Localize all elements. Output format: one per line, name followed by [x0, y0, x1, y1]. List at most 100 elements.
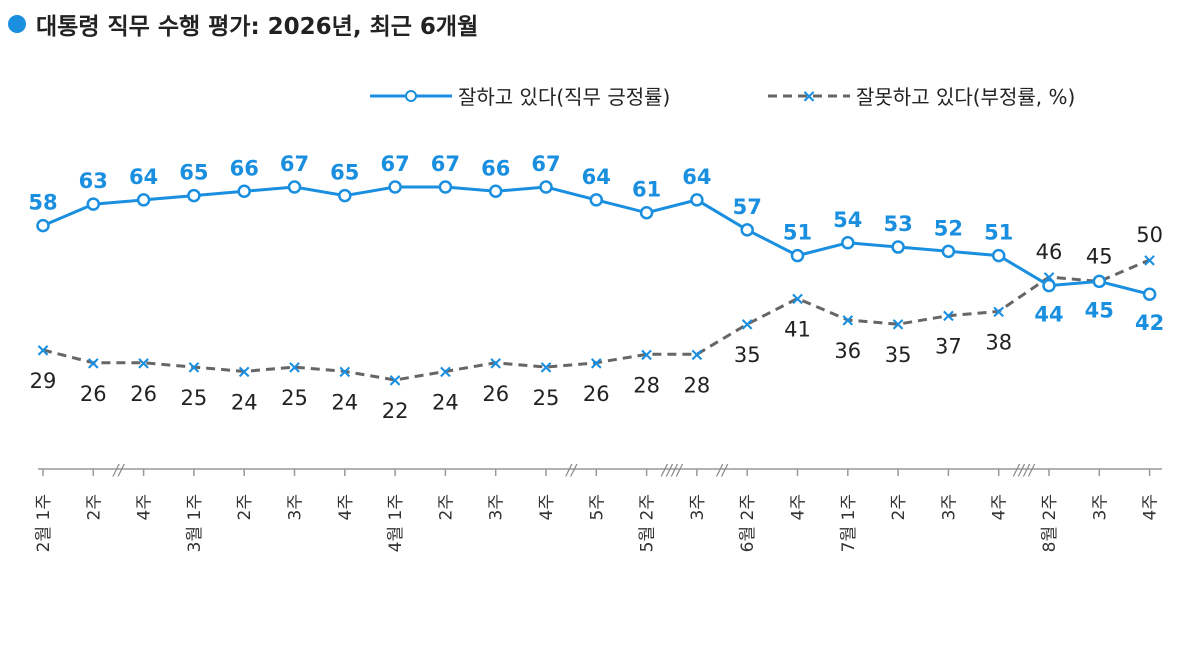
x-tick-label: 5주	[587, 494, 607, 520]
positive-data-label: 64	[129, 165, 158, 189]
x-tick-label: 2주	[235, 494, 255, 520]
positive-data-label: 66	[481, 156, 510, 180]
negative-point: ×	[438, 361, 453, 382]
positive-point	[991, 248, 1006, 263]
negative-point: ×	[388, 370, 403, 391]
negative-point: ×	[136, 353, 151, 374]
title-bullet-icon	[8, 15, 26, 33]
positive-data-label: 63	[79, 169, 108, 193]
negative-data-label: 28	[684, 373, 711, 397]
negative-point: ×	[991, 301, 1006, 322]
negative-data-label: 25	[533, 386, 560, 410]
negative-data-label: 24	[432, 390, 459, 414]
positive-point	[891, 240, 905, 254]
negative-point: ×	[337, 361, 352, 382]
positive-point	[287, 180, 302, 194]
negative-data-label: 24	[231, 390, 258, 414]
axis-break-mark: //	[564, 461, 578, 479]
positive-point	[539, 180, 553, 194]
chart-title: 대통령 직무 수행 평가: 2026년, 최근 6개월	[36, 14, 479, 40]
x-tick-label: 3주	[939, 494, 959, 520]
negative-point: ×	[941, 306, 956, 327]
positive-point	[36, 218, 50, 233]
negative-data-label: 45	[1086, 244, 1113, 268]
positive-data-label: 54	[833, 208, 862, 232]
positive-data-label: 67	[380, 152, 409, 176]
positive-data-label: 64	[582, 165, 611, 189]
x-tick-label: 3주	[688, 494, 708, 520]
negative-data-label: 24	[331, 390, 358, 414]
negative-point: ×	[790, 289, 805, 310]
x-tick-label: 6월 2주	[738, 494, 758, 552]
x-tick-label: 2월 1주	[34, 494, 54, 552]
positive-data-label: 45	[1085, 298, 1114, 322]
x-tick-label: 2주	[436, 494, 456, 520]
negative-series-line	[42, 258, 1151, 382]
negative-data-label: 26	[130, 382, 157, 406]
positive-point	[589, 193, 604, 207]
positive-point	[639, 205, 654, 220]
negative-point: ×	[186, 357, 201, 378]
positive-data-label: 66	[230, 156, 259, 180]
legend-positive-marker	[405, 90, 417, 102]
negative-data-label: 50	[1136, 223, 1163, 247]
negative-data-label: 25	[281, 386, 308, 410]
negative-data-label: 41	[784, 318, 811, 342]
negative-data-label: 38	[985, 330, 1012, 354]
positive-data-label: 67	[431, 152, 460, 176]
negative-data-label: 29	[30, 369, 57, 393]
positive-data-label: 53	[883, 212, 912, 236]
positive-point	[941, 244, 956, 259]
positive-point	[438, 180, 453, 194]
legend-positive-label: 잘하고 있다(직무 긍정률)	[458, 85, 670, 109]
negative-data-label: 36	[834, 339, 861, 363]
x-tick-label: 2주	[84, 494, 104, 520]
positive-data-label: 44	[1034, 303, 1063, 327]
negative-data-label: 26	[583, 382, 610, 406]
negative-point: ×	[538, 357, 553, 378]
positive-data-label: 65	[179, 161, 208, 185]
x-tick-label: 8월 2주	[1040, 494, 1060, 552]
x-tick-label: 4주	[336, 494, 356, 520]
positive-data-label: 51	[783, 221, 812, 245]
positive-data-label: 51	[984, 221, 1013, 245]
legend-negative-marker: ×	[801, 86, 816, 107]
positive-point	[86, 197, 101, 211]
positive-point	[690, 193, 704, 207]
axis-break-mark: ////	[660, 461, 684, 479]
positive-data-label: 58	[28, 191, 57, 215]
x-tick-label: 3주	[1090, 494, 1110, 520]
positive-point	[841, 236, 855, 250]
negative-data-label: 35	[885, 343, 912, 367]
x-tick-label: 4월 1주	[386, 494, 406, 552]
negative-point: ×	[740, 314, 755, 335]
positive-data-label: 65	[330, 161, 359, 185]
positive-point	[388, 180, 402, 194]
negative-point: ×	[639, 344, 654, 365]
positive-point	[237, 184, 251, 199]
negative-data-label: 28	[633, 373, 660, 397]
negative-data-label: 37	[935, 335, 962, 359]
positive-point	[187, 188, 201, 203]
negative-point: ×	[237, 361, 252, 382]
negative-data-label: 46	[1036, 240, 1063, 264]
axis-break-mark: //	[715, 461, 729, 479]
positive-point	[1092, 274, 1107, 289]
positive-point	[1142, 287, 1157, 301]
chart-header: 대통령 직무 수행 평가: 2026년, 최근 6개월	[8, 4, 478, 44]
positive-data-label: 67	[531, 152, 560, 176]
negative-data-label: 22	[382, 399, 409, 423]
x-tick-label: 7월 1주	[839, 494, 859, 552]
positive-point	[136, 193, 151, 207]
x-tick-label: 3월 1주	[185, 494, 205, 552]
negative-data-label: 35	[734, 343, 761, 367]
x-tick-label: 3주	[487, 494, 507, 520]
negative-point: ×	[488, 353, 503, 374]
positive-point	[790, 248, 805, 263]
positive-data-label: 67	[280, 152, 309, 176]
negative-point: ×	[1142, 250, 1157, 271]
negative-point: ×	[589, 353, 604, 374]
positive-point	[740, 223, 754, 237]
positive-point	[488, 184, 503, 199]
positive-data-label: 64	[682, 165, 711, 189]
